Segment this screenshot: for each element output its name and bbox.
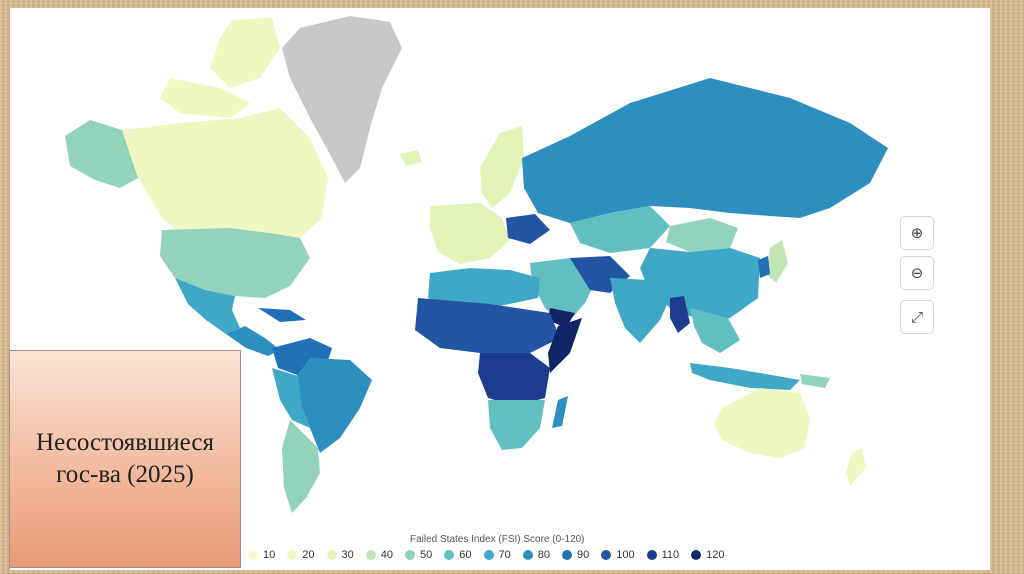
legend-item: 80 xyxy=(522,549,550,561)
legend-swatch xyxy=(483,550,494,560)
zoom-in-icon: ⊕ xyxy=(910,224,924,242)
region-myanmar[interactable] xyxy=(670,296,690,333)
caption-box: Несостоявшиеся гос-ва (2025) xyxy=(9,350,241,568)
region-canada-islands-2[interactable] xyxy=(160,78,250,118)
legend-label: 30 xyxy=(341,549,354,561)
legend-item: 20 xyxy=(287,549,315,561)
legend-swatch xyxy=(601,550,612,560)
legend-label: 60 xyxy=(459,549,472,561)
legend-title: Failed States Index (FSI) Score (0-120) xyxy=(410,534,585,545)
legend-swatch xyxy=(444,550,455,560)
legend-item: 10 xyxy=(248,549,275,561)
region-mexico[interactable] xyxy=(175,278,240,334)
legend-label: 50 xyxy=(420,549,433,561)
region-kazakhstan[interactable] xyxy=(570,206,670,253)
legend-swatch xyxy=(365,550,376,560)
legend-label: 80 xyxy=(537,549,550,561)
region-somalia[interactable] xyxy=(548,318,582,373)
region-usa[interactable] xyxy=(160,228,310,298)
legend-label: 10 xyxy=(263,549,276,561)
fullscreen-icon: ⤢ xyxy=(910,308,923,326)
region-canada-islands[interactable] xyxy=(210,18,280,88)
legend-item: 90 xyxy=(562,549,589,561)
legend-item: 40 xyxy=(365,549,393,561)
legend-swatch xyxy=(522,550,533,560)
legend-label: 40 xyxy=(380,549,393,561)
region-southern-africa[interactable] xyxy=(488,400,545,450)
legend-label: 100 xyxy=(616,549,635,561)
region-mongolia[interactable] xyxy=(666,218,738,252)
region-alaska[interactable] xyxy=(65,120,138,188)
region-central-africa[interactable] xyxy=(478,353,550,406)
region-indonesia[interactable] xyxy=(690,363,800,390)
legend-item: 30 xyxy=(326,549,354,561)
legend-swatch xyxy=(405,550,415,560)
legend-label: 110 xyxy=(661,549,680,561)
region-greenland[interactable] xyxy=(282,16,402,183)
region-brazil[interactable] xyxy=(295,358,372,453)
region-india[interactable] xyxy=(610,278,670,343)
zoom-in-button[interactable]: ⊕ xyxy=(900,216,934,250)
legend-item: 70 xyxy=(483,549,511,561)
legend-swatch xyxy=(691,550,702,560)
region-sahel[interactable] xyxy=(415,298,560,353)
region-central-america[interactable] xyxy=(226,326,280,356)
zoom-out-button[interactable]: ⊖ xyxy=(900,256,934,290)
region-southeast-asia[interactable] xyxy=(690,308,740,353)
world-map[interactable] xyxy=(10,8,990,570)
region-japan[interactable] xyxy=(766,240,788,283)
legend-label: 20 xyxy=(302,549,315,561)
region-western-europe[interactable] xyxy=(430,203,510,264)
legend-swatch xyxy=(562,550,572,560)
region-north-africa[interactable] xyxy=(428,268,540,308)
legend-swatch xyxy=(287,550,298,560)
legend-item: 50 xyxy=(405,549,432,561)
region-iceland[interactable] xyxy=(400,150,422,166)
region-korea[interactable] xyxy=(758,256,770,278)
region-scandinavia[interactable] xyxy=(480,126,524,208)
legend-item: 60 xyxy=(444,549,472,561)
legend-label: 120 xyxy=(706,549,725,561)
region-ukraine[interactable] xyxy=(506,214,550,244)
region-new-zealand[interactable] xyxy=(846,448,866,486)
region-russia[interactable] xyxy=(522,78,888,223)
region-caribbean[interactable] xyxy=(258,308,306,322)
region-canada[interactable] xyxy=(122,108,328,238)
region-australia[interactable] xyxy=(714,388,810,458)
region-peru-bolivia[interactable] xyxy=(272,368,310,428)
zoom-out-icon: ⊖ xyxy=(910,264,924,282)
legend-label: 90 xyxy=(577,549,590,561)
legend-label: 70 xyxy=(498,549,511,561)
legend-item: 100 xyxy=(601,549,635,561)
region-argentina-chile[interactable] xyxy=(282,420,320,513)
legend-swatch xyxy=(326,550,337,560)
legend-item: 110 xyxy=(646,549,680,561)
region-madagascar[interactable] xyxy=(552,396,568,428)
legend-swatch xyxy=(248,550,258,560)
region-png[interactable] xyxy=(800,374,830,388)
caption-text: Несостоявшиеся гос-ва (2025) xyxy=(36,428,214,489)
fullscreen-button[interactable]: ⤢ xyxy=(900,300,934,334)
legend: 10 20 30 40 50 60 70 80 90 100 110 120 xyxy=(248,549,737,561)
legend-item: 120 xyxy=(691,549,725,561)
legend-swatch xyxy=(646,550,657,560)
